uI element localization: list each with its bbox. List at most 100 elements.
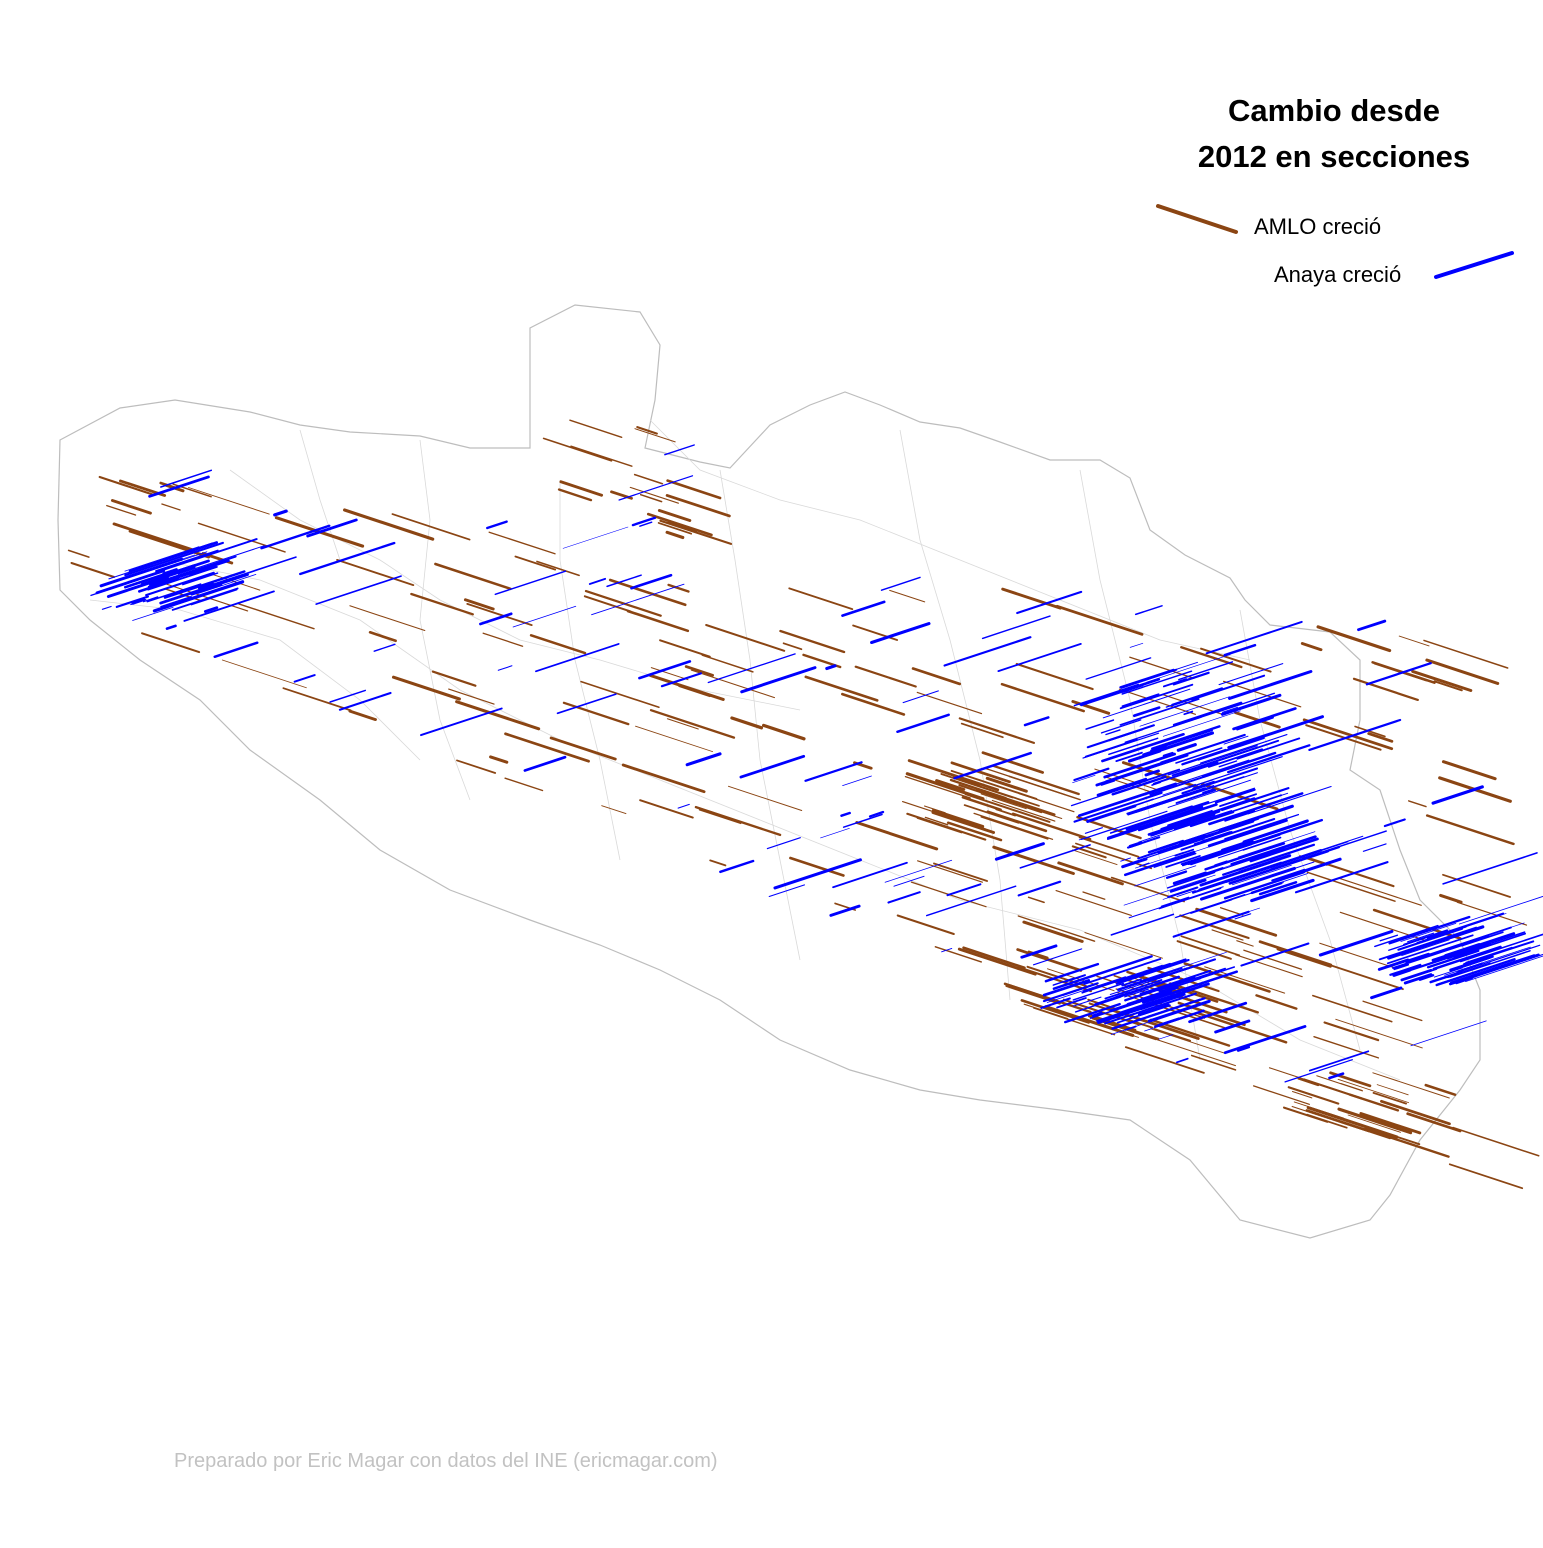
- amlo-arrow: [636, 726, 713, 751]
- amlo-arrow: [1029, 897, 1045, 902]
- anaya-arrow: [215, 643, 258, 657]
- amlo-arrow: [989, 793, 1054, 814]
- amlo-arrow: [806, 677, 877, 701]
- amlo-arrow: [1409, 801, 1426, 807]
- amlo-arrow: [913, 669, 960, 684]
- anaya-arrow: [1179, 662, 1233, 680]
- amlo-arrow: [640, 800, 693, 817]
- anaya-arrow: [948, 884, 981, 895]
- anaya-arrow: [1147, 655, 1230, 683]
- amlo-arrow: [370, 632, 396, 641]
- amlo-arrow: [1003, 589, 1061, 608]
- amlo-arrow: [350, 711, 376, 720]
- amlo-arrow: [1325, 1023, 1379, 1041]
- amlo-arrow: [1306, 725, 1380, 750]
- municipal-lines: [90, 420, 1400, 1080]
- anaya-arrow: [1081, 679, 1159, 705]
- amlo-arrow: [457, 702, 539, 729]
- anaya-arrow: [421, 709, 502, 736]
- anaya-arrow: [775, 860, 860, 888]
- anaya-arrow: [720, 861, 753, 872]
- anaya-arrow: [1141, 839, 1204, 860]
- anaya-arrow: [1385, 820, 1405, 827]
- anaya-arrow: [821, 828, 850, 838]
- anaya-arrow: [983, 616, 1050, 638]
- amlo-arrow: [1302, 644, 1321, 650]
- amlo-arrow: [239, 604, 314, 629]
- amlo-arrow: [710, 860, 725, 865]
- amlo-arrow: [162, 504, 180, 510]
- amlo-arrow: [1354, 679, 1418, 700]
- amlo-arrow: [457, 760, 495, 773]
- anaya-arrow: [889, 892, 920, 902]
- anaya-arrow: [1363, 844, 1386, 851]
- anaya-arrows-layer: [91, 445, 1543, 1082]
- anaya-arrow: [827, 666, 835, 669]
- anaya-arrow: [1019, 882, 1060, 896]
- amlo-arrow: [1314, 1037, 1378, 1058]
- amlo-arrow: [1180, 916, 1248, 939]
- amlo-arrow: [635, 475, 663, 484]
- amlo-arrow: [918, 861, 983, 882]
- amlo-arrow: [784, 643, 802, 649]
- amlo-arrow: [890, 590, 925, 602]
- anaya-arrow: [687, 754, 720, 765]
- anaya-arrow: [945, 637, 1031, 665]
- anaya-arrow: [1433, 787, 1482, 803]
- anaya-arrow: [262, 526, 330, 548]
- amlo-arrow: [1443, 875, 1510, 897]
- amlo-arrow: [964, 948, 1025, 968]
- anaya-arrow: [1136, 606, 1162, 615]
- anaya-arrow: [998, 644, 1080, 671]
- amlo-arrow: [898, 916, 954, 935]
- anaya-arrow: [885, 860, 952, 882]
- amlo-arrow: [1307, 872, 1395, 901]
- amlo-arrow: [1338, 1079, 1409, 1102]
- amlo-arrow: [114, 524, 194, 550]
- anaya-arrow: [1443, 853, 1537, 884]
- amlo-arrow: [1056, 891, 1131, 916]
- amlo-arrow: [491, 757, 507, 762]
- amlo-arrow: [1073, 702, 1109, 714]
- amlo-arrow: [1085, 933, 1163, 959]
- amlo-arrow: [1441, 895, 1462, 902]
- anaya-arrow: [1191, 900, 1232, 913]
- amlo-arrow: [392, 514, 469, 540]
- amlo-arrow: [1057, 606, 1142, 634]
- anaya-arrow: [1184, 712, 1192, 715]
- amlo-arrow: [994, 847, 1074, 873]
- anaya-arrow: [678, 804, 689, 808]
- legend-title: Cambio desde 2012 en secciones: [1160, 88, 1508, 180]
- amlo-arrow: [1377, 1085, 1408, 1095]
- amlo-arrow: [1374, 1093, 1407, 1104]
- amlo-arrow: [764, 725, 804, 738]
- anaya-arrow: [1222, 788, 1288, 810]
- anaya-arrow: [525, 757, 565, 770]
- anaya-arrow: [480, 614, 511, 624]
- amlo-arrow: [983, 753, 1043, 773]
- anaya-arrow: [1111, 914, 1173, 935]
- amlo-arrow: [394, 677, 460, 699]
- anaya-arrow: [1359, 621, 1385, 630]
- anaya-arrow: [1225, 1026, 1305, 1052]
- amlo-arrow: [1365, 1129, 1448, 1157]
- anaya-arrow: [1174, 673, 1209, 685]
- anaya-arrow: [843, 776, 872, 786]
- anaya-arrow: [1085, 828, 1102, 834]
- anaya-arrow: [167, 626, 176, 629]
- legend-anaya-label: Anaya creció: [1274, 262, 1401, 288]
- anaya-arrow: [563, 527, 628, 548]
- anaya-arrow: [275, 511, 287, 515]
- amlo-arrow: [667, 532, 683, 537]
- anaya-arrow: [639, 661, 690, 678]
- anaya-arrow: [741, 756, 804, 777]
- amlo-arrow: [350, 606, 425, 631]
- anaya-legend-line: [1436, 253, 1512, 277]
- anaya-arrow: [495, 571, 565, 594]
- anaya-arrow: [1174, 912, 1249, 937]
- anaya-arrow: [1178, 745, 1195, 751]
- amlo-arrow: [641, 495, 662, 502]
- amlo-arrow: [635, 429, 675, 442]
- amlo-arrow: [489, 532, 555, 554]
- amlo-arrow: [337, 560, 413, 585]
